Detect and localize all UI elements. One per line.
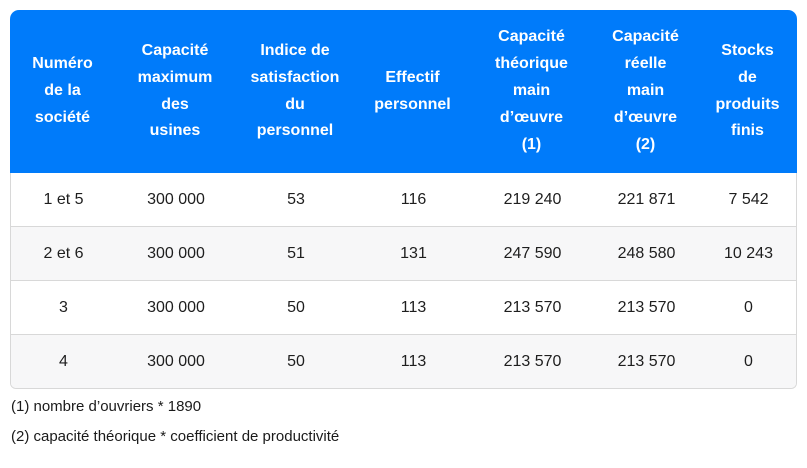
table-cell: 131 (400, 244, 427, 262)
table-cell: 300 000 (147, 190, 205, 208)
table-cell: 7 542 (728, 190, 769, 208)
table-cell: 300 000 (147, 298, 205, 316)
table-cell: 50 (287, 352, 305, 370)
column-header: Indice de satisfaction du personnel (250, 41, 340, 140)
table-row: 4 300 000 50 113 213 570 213 570 0 (11, 334, 796, 388)
table-cell: 213 570 (503, 298, 562, 316)
table-row: 2 et 6 300 000 51 131 247 590 248 580 10 243 (11, 226, 796, 280)
table-cell: 4 (59, 352, 68, 370)
table-cell: 221 871 (617, 190, 676, 208)
companies-capacity-table: Numéro de la société Capacité maximum des… (10, 10, 797, 389)
table-cell: 50 (287, 298, 305, 316)
table-cell: 2 et 6 (43, 244, 84, 262)
column-header: Numéro de la société (32, 55, 93, 126)
table-cell: 247 590 (503, 244, 562, 262)
column-header: Capacité réelle main d’œuvre (2) (612, 28, 679, 153)
column-header: Capacité théorique main d’œuvre (1) (495, 28, 568, 153)
table-cell: 116 (400, 190, 427, 208)
table-row: 3 300 000 50 113 213 570 213 570 0 (11, 280, 796, 334)
table-cell: 10 243 (724, 244, 773, 262)
table-cell: 51 (287, 244, 305, 262)
table-cell: 113 (400, 352, 427, 370)
table-cell: 113 (400, 298, 427, 316)
table-cell: 1 et 5 (43, 190, 84, 208)
table-header-row: Numéro de la société Capacité maximum des… (10, 10, 797, 173)
column-header: Effectif personnel (374, 68, 451, 113)
table-cell: 53 (287, 190, 305, 208)
table-cell: 213 570 (617, 298, 676, 316)
footnotes: (1) nombre d’ouvriers * 1890 (2) capacit… (10, 398, 797, 447)
table-cell: 219 240 (503, 190, 562, 208)
footnote-1: (1) nombre d’ouvriers * 1890 (11, 398, 202, 415)
table-row: 1 et 5 300 000 53 116 219 240 221 871 7 542 (11, 173, 796, 226)
table-cell: 0 (744, 298, 753, 316)
table-cell: 213 570 (617, 352, 676, 370)
footnote-2: (2) capacité théorique * coefficient de … (11, 427, 340, 445)
table-cell: 300 000 (147, 352, 205, 370)
column-header: Stocks de produits finis (715, 41, 780, 140)
table-cell: 213 570 (503, 352, 562, 370)
table-cell: 248 580 (617, 244, 676, 262)
table-cell: 3 (59, 298, 68, 316)
column-header: Capacité maximum des usines (137, 41, 213, 140)
table-body: 1 et 5 300 000 53 116 219 240 221 871 7 542 2 e… (10, 173, 797, 389)
table-cell: 300 000 (147, 244, 205, 262)
table-cell: 0 (744, 352, 753, 370)
